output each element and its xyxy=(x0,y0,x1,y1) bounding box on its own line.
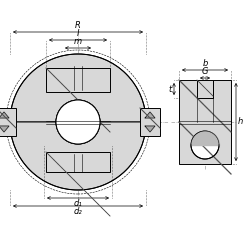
Text: m: m xyxy=(74,37,82,46)
Text: R: R xyxy=(75,21,81,30)
Bar xyxy=(179,80,231,164)
PathPatch shape xyxy=(10,54,146,122)
Text: d₂: d₂ xyxy=(74,207,82,216)
Text: t: t xyxy=(169,84,172,94)
Text: h: h xyxy=(238,118,243,126)
Polygon shape xyxy=(0,112,9,118)
Circle shape xyxy=(56,100,100,144)
Bar xyxy=(46,152,110,172)
Bar xyxy=(197,80,213,98)
Bar xyxy=(140,108,160,136)
Text: G: G xyxy=(202,68,208,76)
Circle shape xyxy=(191,131,219,159)
Text: l: l xyxy=(77,29,79,38)
Polygon shape xyxy=(145,126,155,132)
Bar xyxy=(46,68,110,92)
Text: d₁: d₁ xyxy=(74,199,82,208)
PathPatch shape xyxy=(10,122,146,190)
Text: b: b xyxy=(202,59,208,68)
Bar xyxy=(197,80,213,98)
Polygon shape xyxy=(0,126,9,132)
Polygon shape xyxy=(145,112,155,118)
Bar xyxy=(0,108,16,136)
